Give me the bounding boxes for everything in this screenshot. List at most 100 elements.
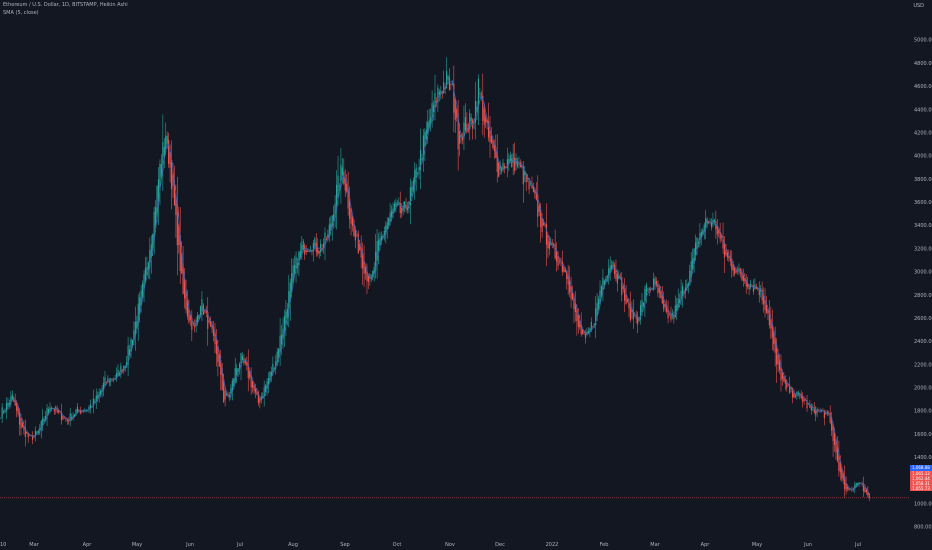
candle-body <box>234 367 236 383</box>
candle-body <box>767 308 769 314</box>
candle-body <box>334 203 336 218</box>
candle-body <box>613 264 616 274</box>
candle-body <box>354 228 356 241</box>
candle-body <box>686 284 688 291</box>
candle-body <box>631 307 633 313</box>
candle-body <box>185 288 187 310</box>
candle-body <box>697 242 700 244</box>
candle-body <box>599 290 601 305</box>
candle-body <box>45 416 47 421</box>
candle-body <box>95 395 97 403</box>
candle-body <box>728 254 730 259</box>
candle-body <box>579 320 581 328</box>
candle-body <box>117 369 119 376</box>
time-tick-label: May <box>132 542 142 548</box>
time-axis[interactable]: 10 Mar Apr May Jun Jul Aug Sep Oct Nov Dec 2022 Feb M… <box>0 542 861 548</box>
price-tick-label: 2600.00 <box>914 316 932 322</box>
candle-body <box>58 410 60 413</box>
candle-body <box>53 408 55 412</box>
candle-body <box>434 93 436 109</box>
candle-body <box>651 289 653 290</box>
candle-body <box>225 393 228 396</box>
time-tick-label: Mar <box>29 542 39 548</box>
candle-body <box>331 215 333 228</box>
candle-body <box>758 288 760 296</box>
candle-body <box>31 435 34 440</box>
candle-body <box>535 191 537 200</box>
candle-body <box>454 98 456 120</box>
candle-body <box>609 265 611 274</box>
candle-body <box>687 283 689 288</box>
candle-body <box>586 331 588 336</box>
candle-body <box>645 284 647 297</box>
candle-body <box>820 410 823 411</box>
candle-body <box>424 132 426 148</box>
time-tick-label: Dec <box>495 542 505 548</box>
time-tick-label: Feb <box>600 542 609 548</box>
candle-body <box>231 380 233 393</box>
candle-body <box>156 186 158 218</box>
candle-body <box>566 270 568 280</box>
candle-body <box>14 399 16 406</box>
candle-body <box>716 225 718 235</box>
candle-body <box>761 289 763 301</box>
candle-body <box>508 159 510 164</box>
candle-body <box>868 493 870 498</box>
candle-body <box>411 186 413 197</box>
candle-body <box>474 100 477 123</box>
indicator-title: SMA (5, close) <box>3 9 39 16</box>
candle-body <box>49 407 51 412</box>
candle-body <box>328 224 330 237</box>
candle-body <box>529 183 532 185</box>
time-tick-label: Sep <box>340 542 349 548</box>
price-tick-label: 3000.00 <box>914 270 932 276</box>
candle-body <box>469 113 471 130</box>
candle-body <box>305 250 307 252</box>
candle-body <box>770 318 772 329</box>
candle-body <box>128 349 131 356</box>
candle-body <box>73 414 76 417</box>
candle-body <box>771 323 773 338</box>
candle-body <box>797 392 799 394</box>
candle-body <box>745 279 747 287</box>
candle-body <box>835 438 837 453</box>
candle-body <box>140 290 142 306</box>
candle-body <box>674 305 676 318</box>
candle-body <box>289 282 291 303</box>
candle-body <box>540 208 542 227</box>
candle-body <box>848 487 850 491</box>
candle-body <box>88 406 90 411</box>
candle-body <box>389 212 391 223</box>
candle-body <box>385 225 387 235</box>
candle-body <box>249 370 251 378</box>
candle-body <box>412 180 414 192</box>
candle-body <box>166 135 168 144</box>
price-tick-label: 2400.00 <box>914 339 932 345</box>
candle-body <box>183 278 186 299</box>
candle-body <box>428 120 430 129</box>
candle-body <box>451 83 453 85</box>
candle-body <box>351 216 354 226</box>
candle-body <box>803 399 805 402</box>
candle-body <box>571 292 574 300</box>
candle-body <box>421 158 423 160</box>
candle-body <box>802 396 804 403</box>
candle-body <box>780 364 782 381</box>
candle-body <box>91 406 93 408</box>
time-tick-label: Jun <box>185 542 194 548</box>
candle-body <box>176 203 178 246</box>
candle-body <box>188 307 190 323</box>
candle-body <box>846 486 849 489</box>
candle-body <box>789 384 791 393</box>
price-axis[interactable]: 800.001000.001200.001400.001600.001800.0… <box>914 38 932 531</box>
candle-body <box>794 395 797 397</box>
candle-body <box>584 332 587 339</box>
candle-body <box>502 162 504 170</box>
candle-body <box>298 252 300 266</box>
candle-body <box>346 184 348 192</box>
candle-body <box>642 302 645 307</box>
candle-body <box>414 170 416 186</box>
candle-body <box>747 283 749 287</box>
candle-body <box>81 410 83 412</box>
